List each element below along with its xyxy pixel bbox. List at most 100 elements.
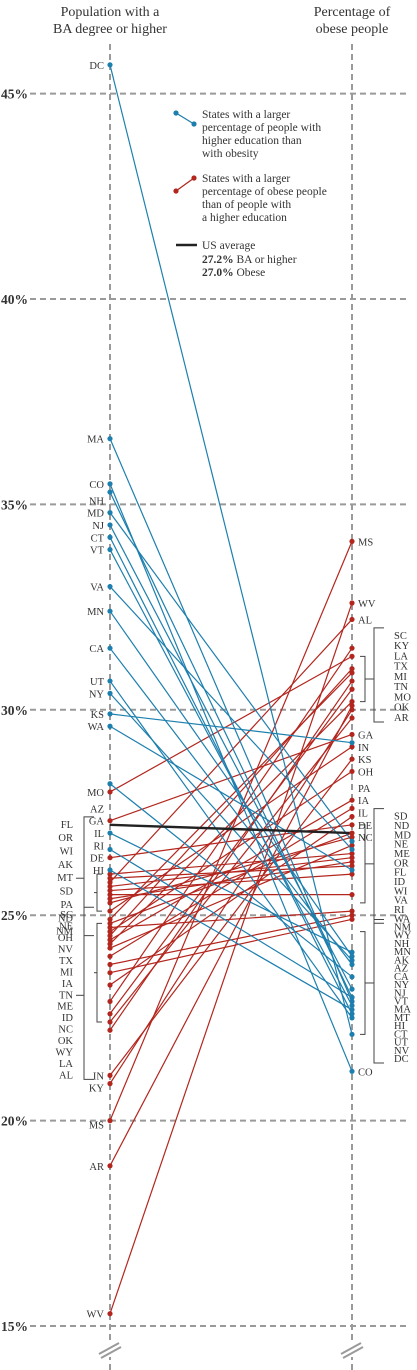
legend-average-obese: 27.0% Obese xyxy=(202,267,265,279)
state-dot-right xyxy=(349,1068,355,1074)
state-dot-right xyxy=(349,744,355,750)
right-state-label: IL xyxy=(358,809,368,820)
state-dot-left xyxy=(107,896,113,902)
state-line xyxy=(109,816,353,986)
state-dot-left xyxy=(107,1072,113,1079)
state-dot-right xyxy=(349,653,355,659)
state-dot-left xyxy=(107,1027,113,1033)
state-dot-right xyxy=(349,768,355,775)
left-state-label: NH xyxy=(89,496,105,507)
state-line xyxy=(109,832,353,924)
left-state-label: HI xyxy=(93,866,105,877)
state-dot-left xyxy=(107,608,113,614)
state-dot-left xyxy=(107,534,113,540)
state-line xyxy=(109,491,353,998)
left-group-state-label: SC xyxy=(60,910,73,921)
state-dot-right xyxy=(349,834,355,840)
left-state-label: VA xyxy=(90,583,104,594)
state-dot-left xyxy=(107,489,113,495)
state-dot-left xyxy=(107,867,113,873)
state-dot-right xyxy=(349,645,355,651)
left-group-state-label: FL xyxy=(61,820,73,831)
left-state-label: CA xyxy=(89,644,104,655)
legend-education-line xyxy=(175,112,195,125)
left-state-label: NJ xyxy=(92,521,104,532)
y-tick-label: 35% xyxy=(1,497,28,512)
left-group-inner-bracket xyxy=(96,873,102,912)
left-state-label: MS xyxy=(89,1121,104,1132)
state-line xyxy=(109,541,353,1121)
state-dot-left xyxy=(107,908,113,914)
state-dot-left xyxy=(107,846,113,853)
right-group-state-label: VT xyxy=(394,996,409,1007)
left-group-state-label: OK xyxy=(58,1036,74,1047)
state-line xyxy=(109,655,353,793)
legend-average-ba: 27.2% BA or higher xyxy=(202,254,297,266)
state-dot-right xyxy=(349,855,355,861)
state-dot-right xyxy=(349,538,355,544)
right-group-state-label: KY xyxy=(394,641,410,652)
left-state-label: RI xyxy=(94,841,105,852)
state-dot-right xyxy=(349,974,355,980)
state-dot-right xyxy=(349,953,355,959)
state-line xyxy=(109,680,353,1031)
axis-break-gap xyxy=(341,1343,363,1357)
right-group-state-label: CA xyxy=(394,972,409,983)
state-lines xyxy=(109,64,353,1314)
right-state-label: CO xyxy=(358,1067,373,1078)
state-dot-right xyxy=(349,1007,355,1013)
right-state-label: AL xyxy=(358,615,372,626)
state-line xyxy=(109,713,353,744)
state-dot-left xyxy=(107,892,113,898)
state-dot-right xyxy=(349,715,355,721)
state-line xyxy=(109,869,353,1011)
state-dot-left xyxy=(107,546,113,553)
state-line xyxy=(109,512,353,842)
state-label-groups: FLORWIAKMTSDPANDNMSCNEOHNVTXMIIATNMEIDNC… xyxy=(56,627,412,1081)
state-line xyxy=(109,918,353,974)
right-group-state-label: DC xyxy=(394,1054,409,1065)
right-group-state-label: ND xyxy=(394,821,410,832)
left-state-label: MA xyxy=(87,435,104,446)
left-group-state-label: ME xyxy=(57,1002,73,1013)
left-state-label: KY xyxy=(89,1084,105,1095)
state-dot-left xyxy=(107,818,113,824)
right-group-state-label: NV xyxy=(394,1046,410,1057)
left-group-state-label: NM xyxy=(56,927,74,938)
right-group-state-label: OR xyxy=(394,858,409,869)
left-group-state-label: OH xyxy=(58,933,74,944)
right-group-state-label: VA xyxy=(394,896,408,907)
y-tick-label: 45% xyxy=(1,87,28,102)
right-group-state-label: WY xyxy=(394,931,412,942)
state-dot-left xyxy=(107,970,113,976)
state-dot-left xyxy=(107,781,113,787)
state-dot-right xyxy=(349,686,355,692)
left-group-state-label: OR xyxy=(58,833,73,844)
state-dot-right xyxy=(349,957,355,963)
state-line xyxy=(109,852,353,875)
left-state-label: GA xyxy=(89,817,105,828)
state-dot-left xyxy=(107,982,113,988)
state-dot-left xyxy=(107,789,113,795)
state-line xyxy=(109,438,353,1002)
state-dot-left xyxy=(107,933,113,939)
right-header-line: obese people xyxy=(316,22,389,37)
left-state-label: KS xyxy=(91,710,105,721)
right-group-state-label: ID xyxy=(394,877,405,888)
right-group-state-label: OK xyxy=(394,703,410,714)
state-line xyxy=(109,602,353,1314)
state-line xyxy=(109,832,353,953)
right-group-state-label: SD xyxy=(394,812,408,823)
state-dot-right xyxy=(349,670,355,676)
legend-average-obese-value: 27.0% xyxy=(202,267,234,279)
right-group-state-label: MT xyxy=(394,1013,410,1024)
state-dot-right xyxy=(349,842,355,848)
left-group-state-label: SD xyxy=(60,887,74,898)
right-state-label: MS xyxy=(358,537,373,548)
right-group-state-label: NJ xyxy=(394,988,406,999)
left-group-state-label: WY xyxy=(56,1048,74,1059)
state-dot-left xyxy=(107,436,113,442)
right-group-inner-bracket xyxy=(360,931,366,1035)
right-group-state-label: MA xyxy=(394,1005,411,1016)
right-group-state-label: WA xyxy=(394,914,411,925)
